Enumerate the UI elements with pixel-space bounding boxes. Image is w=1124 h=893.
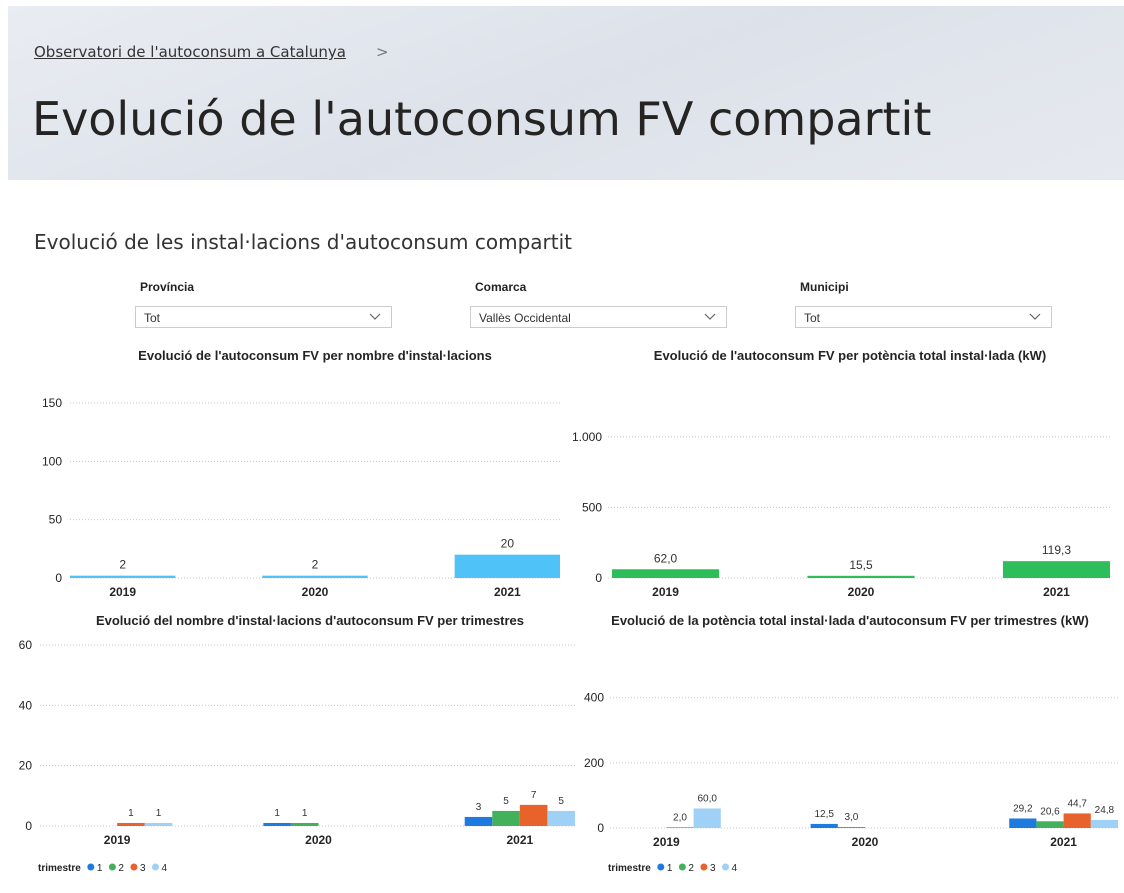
legend-label: 1 [667, 863, 673, 874]
y-tick-label: 150 [42, 396, 62, 410]
data-label: 2 [119, 558, 126, 572]
bar [807, 576, 914, 578]
bar [1009, 818, 1036, 828]
x-tick-label: 2021 [494, 585, 521, 599]
y-tick-label: 0 [55, 571, 62, 585]
bar [1064, 813, 1091, 828]
legend-marker [657, 864, 664, 871]
y-tick-label: 0 [597, 821, 604, 835]
data-label: 5 [558, 796, 564, 807]
bar [263, 823, 291, 826]
y-tick-label: 60 [19, 638, 33, 652]
bar [1036, 821, 1063, 828]
x-tick-label: 2021 [507, 833, 534, 847]
bar [145, 823, 173, 826]
legend-label: 1 [97, 863, 103, 874]
legend-marker [130, 864, 137, 871]
bar [520, 805, 548, 826]
data-label: 7 [531, 790, 537, 801]
y-tick-label: 1.000 [572, 430, 602, 444]
y-tick-label: 20 [19, 759, 33, 773]
bar [1091, 820, 1118, 828]
x-tick-label: 2020 [848, 585, 875, 599]
x-tick-label: 2020 [852, 835, 879, 849]
legend-label: 2 [118, 863, 124, 874]
bar [455, 555, 560, 578]
bar [1003, 561, 1110, 578]
data-label: 5 [503, 796, 509, 807]
y-tick-label: 400 [584, 691, 604, 705]
y-tick-label: 500 [582, 500, 602, 514]
legend-marker [722, 864, 729, 871]
legend-marker [109, 864, 116, 871]
y-tick-label: 200 [584, 756, 604, 770]
bar [262, 576, 367, 578]
bar [612, 569, 719, 578]
y-tick-label: 0 [25, 819, 32, 833]
x-tick-label: 2019 [109, 585, 136, 599]
legend-label: 4 [162, 863, 168, 874]
data-label: 60,0 [697, 793, 717, 804]
legend-title: trimestre [608, 863, 651, 874]
x-tick-label: 2019 [653, 835, 680, 849]
x-tick-label: 2019 [652, 585, 679, 599]
legend-label: 2 [688, 863, 694, 874]
x-tick-label: 2021 [1043, 585, 1070, 599]
x-tick-label: 2020 [302, 585, 329, 599]
data-label: 15,5 [849, 558, 873, 572]
y-tick-label: 0 [595, 571, 602, 585]
legend-marker [152, 864, 159, 871]
x-tick-label: 2020 [305, 833, 332, 847]
data-label: 29,2 [1013, 803, 1033, 814]
x-tick-label: 2021 [1050, 835, 1077, 849]
data-label: 1 [274, 808, 280, 819]
data-label: 20 [501, 537, 515, 551]
y-tick-label: 50 [49, 513, 63, 527]
bar [291, 823, 319, 826]
page: Observatori de l'autoconsum a Catalunya … [0, 0, 1124, 893]
legend-label: 4 [732, 863, 738, 874]
data-label: 1 [302, 808, 308, 819]
legend-title: trimestre [38, 863, 81, 874]
data-label: 1 [156, 808, 162, 819]
bar [666, 827, 693, 828]
data-label: 1 [128, 808, 134, 819]
bar [811, 824, 838, 828]
legend-label: 3 [140, 863, 146, 874]
legend-marker [700, 864, 707, 871]
y-tick-label: 100 [42, 454, 62, 468]
y-tick-label: 40 [19, 698, 33, 712]
legend-marker [679, 864, 686, 871]
bar [838, 827, 865, 828]
data-label: 3,0 [844, 812, 858, 823]
data-label: 12,5 [814, 809, 834, 820]
data-label: 44,7 [1067, 798, 1087, 809]
bar [547, 811, 575, 826]
data-label: 119,3 [1042, 543, 1071, 557]
data-label: 3 [476, 802, 482, 813]
bar [694, 808, 721, 828]
data-label: 62,0 [654, 551, 678, 565]
legend-label: 3 [710, 863, 716, 874]
data-label: 2 [312, 558, 319, 572]
data-label: 2,0 [673, 812, 687, 823]
bar [117, 823, 145, 826]
bar [465, 817, 493, 826]
chart-canvas: 050100150201920202021222005001.000201920… [0, 0, 1124, 893]
data-label: 24,8 [1095, 805, 1115, 816]
bar [70, 576, 175, 578]
x-tick-label: 2019 [104, 833, 131, 847]
bar [492, 811, 520, 826]
data-label: 20,6 [1040, 806, 1060, 817]
legend-marker [87, 864, 94, 871]
